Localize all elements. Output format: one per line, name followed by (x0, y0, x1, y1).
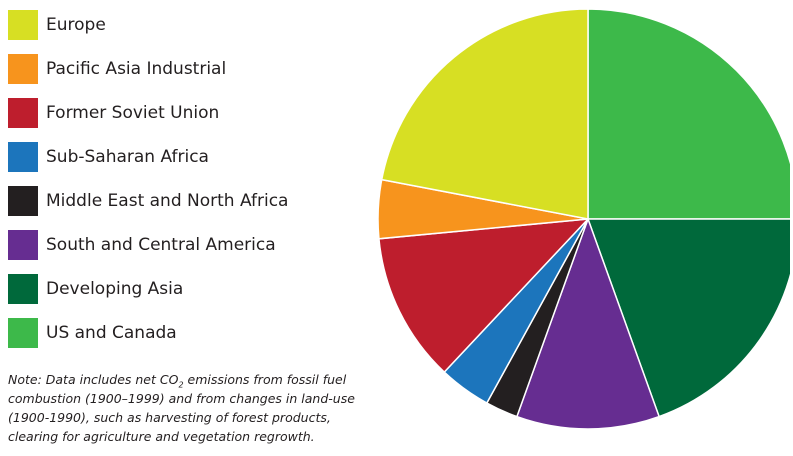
note-text: Note: Data includes net CO2 emissions fr… (8, 370, 380, 446)
note-prefix: Note: Data includes net CO (8, 372, 179, 387)
note-suffix: emissions from fossil fuel combustion (1… (8, 372, 355, 444)
legend-label: Former Soviet Union (46, 103, 220, 123)
legend-item-former-soviet-union: Former Soviet Union (8, 98, 348, 128)
legend-swatch (8, 318, 38, 348)
legend-label: US and Canada (46, 323, 177, 343)
legend-swatch (8, 274, 38, 304)
pie-slice-former-soviet-union (378, 218, 589, 373)
legend-swatch (8, 142, 38, 172)
legend-swatch (8, 10, 38, 40)
legend-label: Europe (46, 15, 106, 35)
legend-label: Sub-Saharan Africa (46, 147, 209, 167)
pie-slice-europe (380, 8, 589, 220)
legend-item-sub-saharan-africa: Sub-Saharan Africa (8, 142, 348, 172)
legend-swatch (8, 54, 38, 84)
legend-item-middle-east-and-north-africa: Middle East and North Africa (8, 186, 348, 216)
legend-label: Middle East and North Africa (46, 191, 289, 211)
pie-slice-south-and-central-america (516, 218, 660, 430)
pie-slice-us-and-canada (587, 8, 790, 220)
legend-item-us-and-canada: US and Canada (8, 318, 348, 348)
legend-item-europe: Europe (8, 10, 348, 40)
legend-swatch (8, 230, 38, 260)
legend-swatch (8, 98, 38, 128)
legend-item-south-and-central-america: South and Central America (8, 230, 348, 260)
pie-chart (377, 8, 790, 430)
legend-item-developing-asia: Developing Asia (8, 274, 348, 304)
legend-label: South and Central America (46, 235, 276, 255)
legend-swatch (8, 186, 38, 216)
note-subscript: 2 (178, 380, 184, 390)
pie-slice-developing-asia (587, 218, 790, 418)
legend-label: Developing Asia (46, 279, 184, 299)
legend-label: Pacific Asia Industrial (46, 59, 227, 79)
legend-item-pacific-asia-industrial: Pacific Asia Industrial (8, 54, 348, 84)
